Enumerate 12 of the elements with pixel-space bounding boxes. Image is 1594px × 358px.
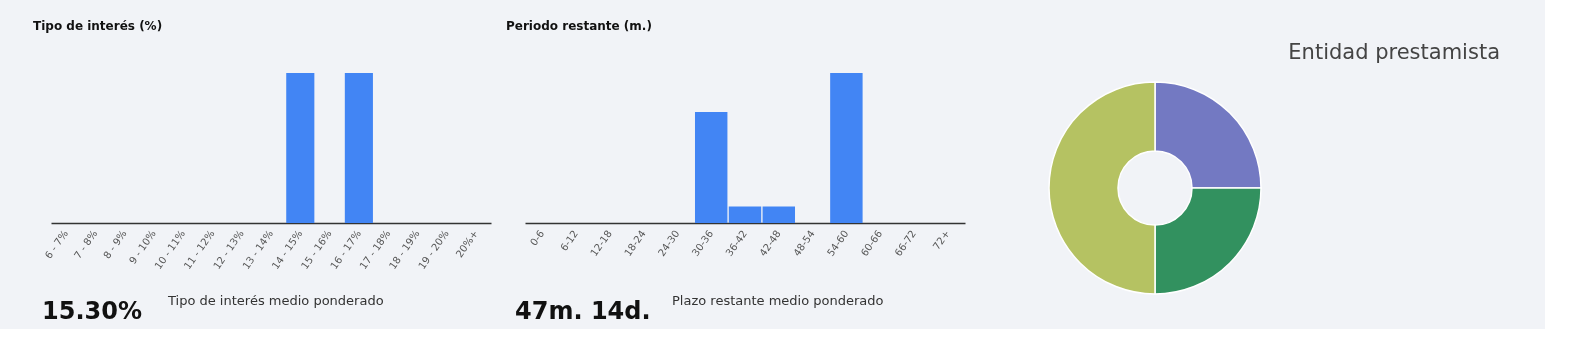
x-tick-label: 72+ (930, 228, 952, 252)
x-tick-label: 7 - 8% (71, 228, 100, 261)
text: 15.30% (42, 297, 142, 325)
text: Plazo restante medio ponderado (672, 293, 884, 308)
x-tick-label: 8 - 9% (101, 228, 129, 261)
text: 47m. 14d. (515, 297, 651, 325)
chart-title: Tipo de interés (%) (33, 19, 163, 33)
chart-title: Periodo restante (m.) (506, 19, 652, 33)
x-tick-label: 0-6 (527, 228, 547, 248)
x-tick-label: 6 - 7% (42, 228, 71, 261)
text: Entidad prestamista (1288, 40, 1500, 64)
text: Tipo de interés medio ponderado (167, 293, 384, 308)
